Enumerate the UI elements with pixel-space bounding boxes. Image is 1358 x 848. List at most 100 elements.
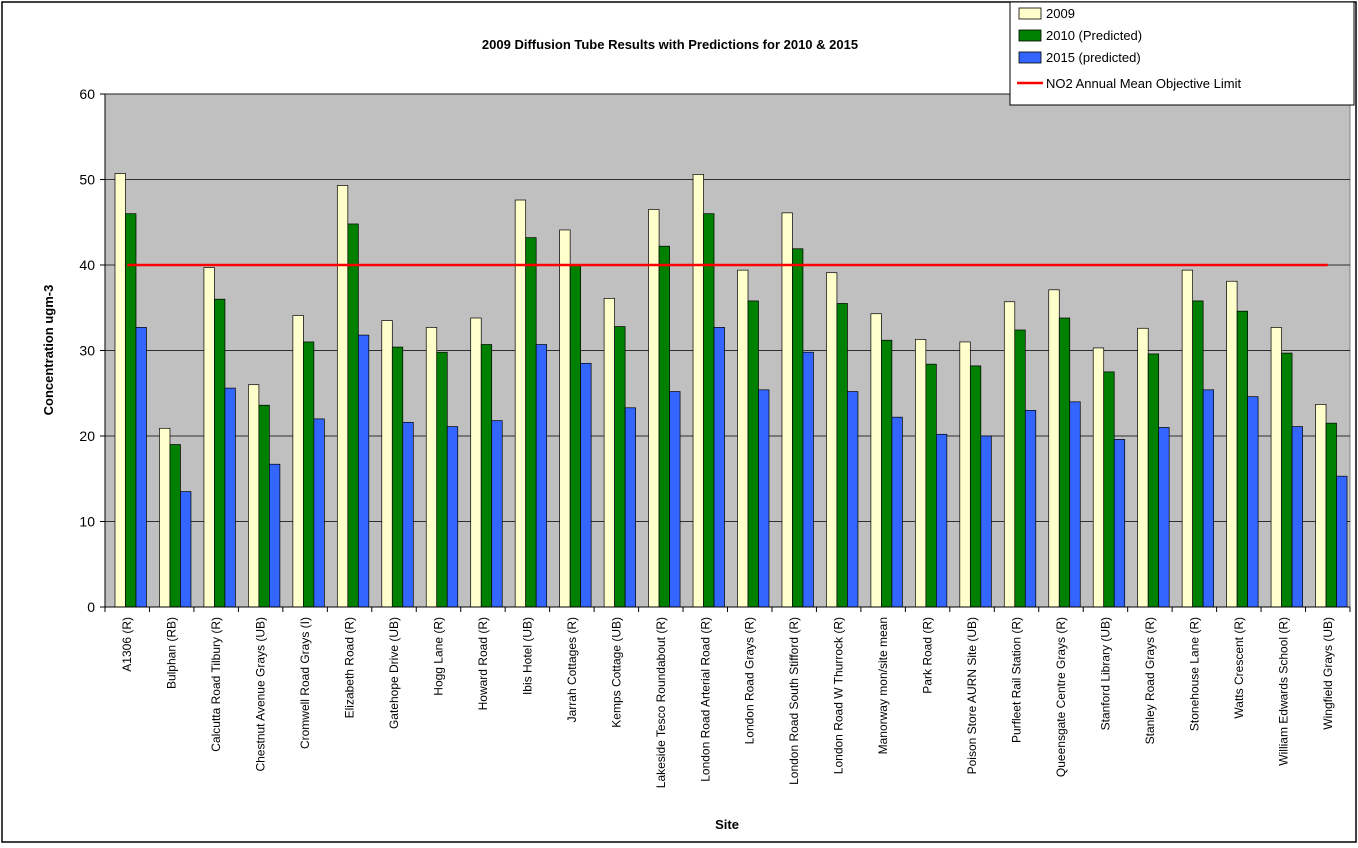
bar-2009-1 xyxy=(159,427,171,608)
bar-2015-23 xyxy=(1158,427,1170,608)
x-tick-label: Park Road (R) xyxy=(921,617,935,694)
bar-2009-21 xyxy=(1048,289,1060,608)
bar-2009-10 xyxy=(559,229,571,608)
bar-2015-13 xyxy=(713,327,725,608)
bar-2015-0 xyxy=(135,327,147,608)
y-tick-label: 50 xyxy=(79,172,95,188)
y-tick-label: 30 xyxy=(79,343,95,359)
bar-2015-12 xyxy=(669,391,681,608)
x-tick-label: London Road Arterial Road (R) xyxy=(698,617,712,782)
bar-2009-18 xyxy=(915,339,927,608)
chart-title: 2009 Diffusion Tube Results with Predict… xyxy=(482,37,858,52)
bar-2015-27 xyxy=(1336,475,1348,608)
x-tick-label: Lakeside Tesco Roundabout (R) xyxy=(654,617,668,788)
x-tick-label: William Edwards School (R) xyxy=(1276,617,1290,766)
bar-2015-19 xyxy=(980,435,992,608)
bar-2009-27 xyxy=(1315,404,1327,608)
bar-2009-16 xyxy=(826,272,838,608)
bar-2010-25 xyxy=(1236,310,1248,608)
y-tick-label: 40 xyxy=(79,257,95,273)
bar-2010-10 xyxy=(569,264,581,608)
bar-2009-12 xyxy=(648,209,660,608)
x-tick-label: Wingfield Grays (UB) xyxy=(1321,617,1335,730)
bar-2015-6 xyxy=(402,421,414,608)
legend-label-2015: 2015 (predicted) xyxy=(1046,50,1141,65)
bar-2009-23 xyxy=(1137,327,1149,608)
bar-2009-4 xyxy=(292,315,304,608)
bar-2015-15 xyxy=(802,351,814,608)
bar-2010-13 xyxy=(703,213,715,608)
bar-2009-24 xyxy=(1181,269,1193,608)
bar-2009-22 xyxy=(1092,347,1105,608)
x-tick-label: London Road South Stifford (R) xyxy=(787,617,801,785)
bar-2015-25 xyxy=(1247,396,1259,608)
bar-2010-3 xyxy=(258,404,270,608)
x-tick-label: Howard Road (R) xyxy=(476,617,490,710)
bar-2015-21 xyxy=(1069,401,1081,608)
bar-2010-27 xyxy=(1325,422,1337,608)
x-axis-title: Site xyxy=(715,817,739,832)
legend-swatch-2010 xyxy=(1018,29,1042,42)
bar-2009-13 xyxy=(692,174,704,608)
y-tick-label: 10 xyxy=(79,514,95,530)
bar-2010-17 xyxy=(881,339,893,608)
bar-2010-14 xyxy=(747,300,759,608)
bar-2010-20 xyxy=(1014,329,1026,608)
bar-2015-17 xyxy=(891,416,903,608)
bar-2015-9 xyxy=(535,344,548,608)
y-tick-label: 20 xyxy=(79,428,95,444)
bar-2010-23 xyxy=(1147,353,1160,608)
bar-2009-11 xyxy=(603,297,615,608)
bar-2010-1 xyxy=(169,444,181,608)
x-tick-label: Manorway mon/site mean xyxy=(876,617,890,754)
x-tick-label: Purfleet Rail Station (R) xyxy=(1010,617,1024,743)
bar-2015-2 xyxy=(224,387,236,608)
bar-2010-11 xyxy=(614,326,626,608)
x-tick-label: Jarrah Cottages (R) xyxy=(565,617,579,722)
x-tick-label: Calcutta Road Tilbury (R) xyxy=(209,617,223,752)
bar-2015-22 xyxy=(1113,439,1126,608)
x-tick-label: Stanford Library (UB) xyxy=(1098,617,1112,730)
legend-label-2009: 2009 xyxy=(1046,6,1075,21)
bar-2015-10 xyxy=(580,362,592,608)
bar-2010-18 xyxy=(925,363,937,608)
legend-label-limit: NO2 Annual Mean Objective Limit xyxy=(1046,76,1241,91)
bar-2015-11 xyxy=(624,407,636,608)
bar-2015-16 xyxy=(847,391,859,608)
x-tick-label: Kemps Cottage (UB) xyxy=(609,617,623,728)
y-tick-label: 0 xyxy=(87,599,95,615)
bar-2015-24 xyxy=(1202,389,1214,608)
bar-2009-14 xyxy=(737,269,749,608)
legend-swatch-2009 xyxy=(1018,7,1042,20)
bar-2010-24 xyxy=(1192,300,1204,608)
bar-2010-22 xyxy=(1103,371,1115,608)
bar-2009-9 xyxy=(514,199,527,608)
bar-2010-7 xyxy=(436,351,448,608)
y-axis-title: Concentration ugm-3 xyxy=(41,285,56,416)
bar-2015-18 xyxy=(936,433,948,608)
bar-2010-5 xyxy=(347,223,359,608)
bar-2015-5 xyxy=(357,334,370,608)
legend: 2009 2010 (Predicted) 2015 (predicted) N… xyxy=(1009,1,1355,106)
bar-2009-15 xyxy=(781,212,793,608)
bar-2010-19 xyxy=(969,365,982,608)
bar-2010-2 xyxy=(214,298,226,608)
bar-2015-8 xyxy=(491,420,503,608)
bar-2010-21 xyxy=(1058,317,1071,608)
bar-2010-26 xyxy=(1281,352,1293,608)
legend-label-2010: 2010 (Predicted) xyxy=(1046,28,1142,43)
bar-2009-5 xyxy=(336,185,349,608)
x-tick-label: Bulphan (RB) xyxy=(165,617,179,689)
x-tick-label: Ibis Hotel (UB) xyxy=(520,617,534,695)
bar-2009-0 xyxy=(114,173,126,608)
bar-2009-26 xyxy=(1270,327,1282,608)
x-tick-label: Chestnut Avenue Grays (UB) xyxy=(254,617,268,772)
x-tick-label: Watts Crescent (R) xyxy=(1232,617,1246,719)
x-tick-label: Queensgate Centre Grays (R) xyxy=(1054,617,1068,777)
bar-2010-6 xyxy=(391,346,404,608)
x-tick-label: London Road W Thurrock (R) xyxy=(832,617,846,774)
bar-2015-1 xyxy=(180,491,192,608)
legend-box xyxy=(1009,1,1355,106)
bar-2015-26 xyxy=(1291,426,1303,608)
